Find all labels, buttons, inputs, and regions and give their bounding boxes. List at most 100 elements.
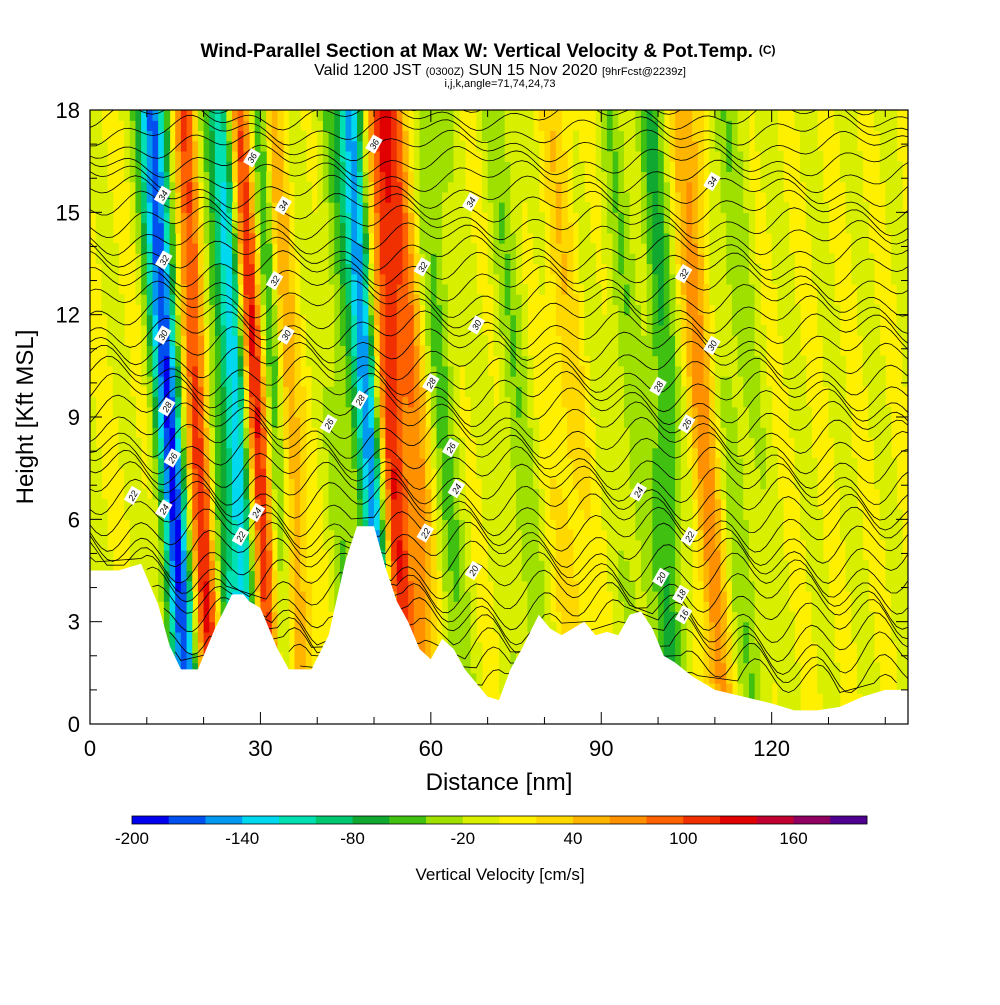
velocity-cell [408,570,415,582]
velocity-cell [101,550,108,561]
velocity-cell [641,222,648,234]
velocity-cell [180,529,188,541]
velocity-cell [385,150,392,162]
velocity-cell [646,202,653,213]
velocity-cell [243,202,250,213]
velocity-cell [197,560,205,572]
velocity-cell [601,345,608,357]
velocity-cell [220,181,227,193]
velocity-cell [430,406,438,418]
velocity-cell [374,509,381,520]
velocity-cell [516,191,523,203]
velocity-cell [623,457,631,469]
velocity-cell [220,437,227,449]
velocity-cell [141,529,148,541]
velocity-cell [328,580,335,592]
velocity-cell [288,273,296,285]
velocity-cell [385,427,392,439]
velocity-cell [266,539,273,551]
velocity-cell [237,314,244,326]
velocity-cell [135,550,142,561]
velocity-cell [606,161,614,172]
velocity-cell [118,417,125,428]
velocity-cell [402,560,409,572]
velocity-cell [470,273,477,285]
velocity-cell [129,468,137,479]
velocity-cell [499,611,506,623]
velocity-cell [243,304,250,316]
velocity-cell [186,662,193,674]
velocity-cell [129,232,137,244]
velocity-cell [175,539,182,551]
velocity-cell [584,222,591,234]
velocity-cell [203,130,210,142]
velocity-cell [402,232,409,244]
velocity-cell [442,437,449,449]
velocity-cell [493,150,500,162]
velocity-cell [606,417,614,428]
velocity-cell [572,386,580,398]
velocity-cell [214,335,222,346]
velocity-cell [504,580,511,592]
velocity-cell [641,304,648,316]
velocity-cell [180,161,188,172]
velocity-cell [442,478,449,490]
velocity-cell [192,202,199,213]
velocity-cell [504,161,511,172]
velocity-cell [487,222,494,234]
velocity-cell [351,406,358,418]
velocity-cell [339,283,347,295]
velocity-cell [146,457,154,469]
velocity-cell [300,130,307,142]
velocity-cell [249,355,256,367]
velocity-cell [163,202,171,213]
velocity-cell [425,232,432,244]
velocity-cell [447,365,455,377]
velocity-cell [226,294,233,306]
velocity-cell [118,335,125,346]
velocity-cell [442,232,449,244]
velocity-cell [527,498,534,510]
velocity-cell [453,580,460,592]
velocity-cell [339,243,347,254]
velocity-cell [504,427,511,439]
velocity-cell [124,437,131,449]
velocity-cell [635,560,642,572]
velocity-cell [300,406,307,418]
velocity-cell [572,314,580,326]
velocity-cell [629,232,636,244]
velocity-cell [294,427,301,439]
velocity-cell [618,417,625,428]
velocity-cell [413,171,421,183]
velocity-cell [567,427,574,439]
velocity-cell [436,212,443,224]
velocity-cell [436,457,443,469]
velocity-cell [169,283,176,295]
velocity-cell [152,273,159,285]
velocity-cell [271,212,279,224]
velocity-cell [408,324,415,336]
velocity-cell [141,365,148,377]
velocity-cell [339,120,347,132]
velocity-cell [385,110,392,121]
velocity-cell [141,171,148,183]
velocity-cell [243,590,250,602]
velocity-cell [192,621,199,633]
velocity-cell [618,314,625,326]
velocity-cell [459,355,466,367]
velocity-cell [362,283,369,295]
velocity-cell [186,263,193,275]
velocity-cell [118,447,125,459]
velocity-cell [521,437,528,449]
velocity-cell [601,181,608,193]
velocity-cell [629,171,636,183]
velocity-cell [589,314,597,326]
velocity-cell [112,386,119,398]
velocity-cell [95,243,102,254]
velocity-cell [294,570,301,582]
velocity-cell [521,478,528,490]
velocity-cell [623,376,631,387]
velocity-cell [180,222,188,234]
velocity-cell [226,457,233,469]
velocity-cell [226,140,233,152]
